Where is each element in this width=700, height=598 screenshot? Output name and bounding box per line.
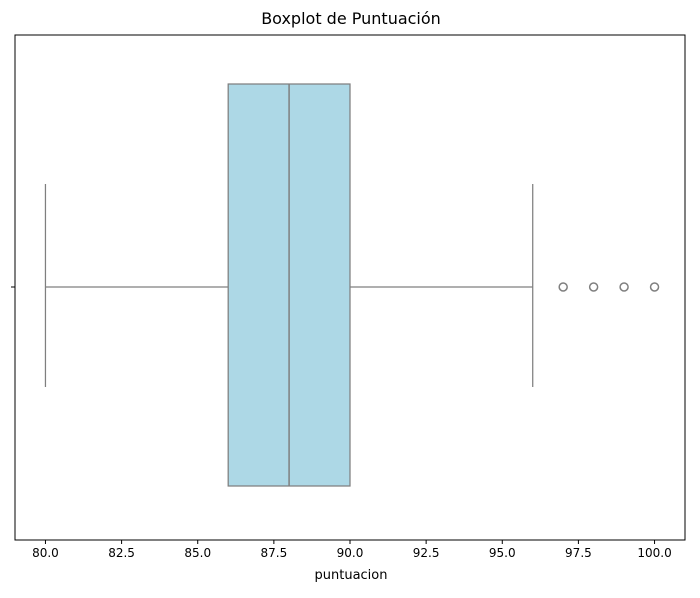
- x-axis: 80.0 82.5 85.0 87.5 90.0 92.5 95.0 97.5 100.0: [32, 540, 672, 560]
- outlier-point: [558, 282, 568, 292]
- x-tick-label: 95.0: [489, 546, 516, 560]
- outlier-point: [649, 282, 660, 292]
- x-tick-label: 80.0: [32, 546, 59, 560]
- x-tick-label: 97.5: [565, 546, 592, 560]
- x-tick-label: 87.5: [261, 546, 288, 560]
- x-axis-label: puntuacion: [315, 568, 388, 583]
- outlier-point: [588, 282, 599, 292]
- outlier-point: [619, 282, 629, 292]
- x-tick-label: 82.5: [108, 546, 135, 560]
- boxplot-marks: [44, 83, 660, 487]
- x-tick-label: 90.0: [337, 546, 364, 560]
- x-tick-label: 85.0: [184, 546, 211, 560]
- x-tick-label: 100.0: [637, 546, 671, 560]
- x-tick-label: 92.5: [413, 546, 440, 560]
- chart-title: Boxplot de Puntuación: [261, 9, 441, 28]
